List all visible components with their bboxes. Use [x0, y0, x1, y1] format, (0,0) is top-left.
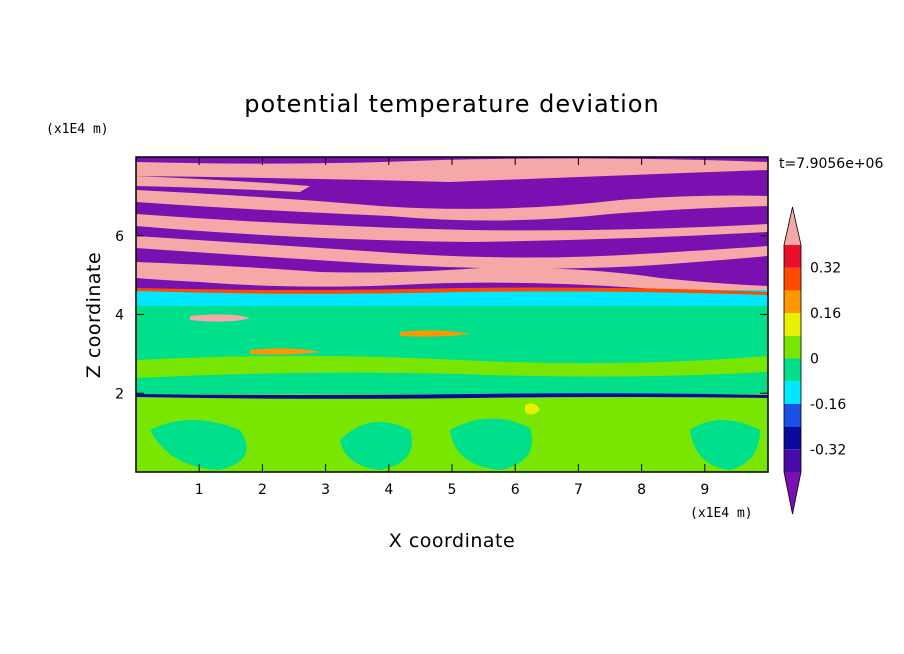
- colorbar-label: 0.32: [810, 261, 841, 277]
- colorbar-segment: [784, 313, 801, 336]
- time-label: t=7.9056e+06: [779, 156, 883, 172]
- z-axis: 2 4 6: [115, 229, 768, 402]
- x-axis-label: X coordinate: [389, 530, 515, 552]
- x-tick-label: 1: [195, 482, 204, 498]
- x-tick-label: 8: [637, 482, 646, 498]
- colorbar-label: -0.32: [810, 442, 846, 458]
- x-tick-label: 2: [258, 482, 267, 498]
- colorbar-segment: [784, 245, 801, 268]
- colorbar: 0.32 0.16 0 -0.16 -0.32: [783, 206, 846, 515]
- colorbar-segment: [784, 449, 801, 472]
- x-tick-label: 7: [574, 482, 583, 498]
- colorbar-label: 0: [810, 352, 819, 368]
- colorbar-segment: [784, 290, 801, 314]
- z-unit-label: (x1E4 m): [46, 122, 109, 137]
- colorbar-segment: [784, 335, 801, 359]
- z-axis-label: Z coordinate: [83, 252, 105, 378]
- x-tick-label: 4: [384, 482, 393, 498]
- colorbar-segment: [784, 267, 801, 291]
- plot-field: [136, 157, 768, 472]
- colorbar-segment: [784, 403, 801, 427]
- x-tick-label: 9: [700, 482, 709, 498]
- colorbar-outline: [783, 206, 802, 515]
- colorbar-label: -0.16: [810, 397, 846, 413]
- x-tick-label: 5: [448, 482, 457, 498]
- colorbar-label: 0.16: [810, 306, 841, 322]
- chart-title: potential temperature deviation: [244, 90, 659, 118]
- x-tick-label: 3: [321, 482, 330, 498]
- z-tick-label: 2: [115, 386, 124, 402]
- x-unit-label: (x1E4 m): [690, 506, 753, 521]
- x-tick-label: 6: [511, 482, 520, 498]
- colorbar-segment: [784, 381, 801, 404]
- colorbar-bottom-arrow: [784, 472, 801, 514]
- colorbar-top-arrow: [784, 207, 801, 245]
- colorbar-segment: [784, 426, 801, 450]
- z-tick-label: 6: [115, 229, 124, 245]
- colorbar-segment: [784, 358, 801, 382]
- z-tick-label: 4: [115, 308, 124, 324]
- x-axis: 1 2 3 4 5 6 7 8 9: [195, 157, 709, 498]
